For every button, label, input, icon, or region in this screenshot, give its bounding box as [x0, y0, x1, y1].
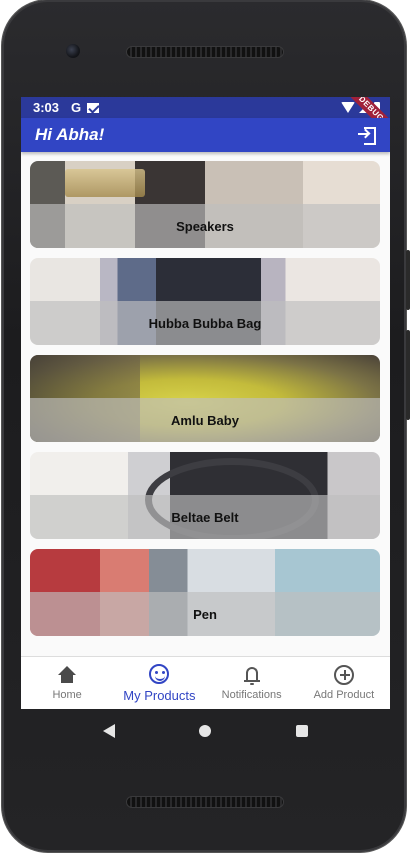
add-circle-icon [333, 665, 354, 685]
nav-label: Add Product [313, 689, 375, 701]
nav-label: My Products [123, 687, 196, 703]
smile-icon [149, 663, 170, 684]
front-camera [66, 44, 80, 58]
home-circle-icon[interactable] [199, 725, 212, 737]
power-button [406, 250, 410, 310]
product-name: Hubba Bubba Bag [30, 301, 380, 345]
nav-label: Home [52, 689, 82, 701]
product-list[interactable]: Speakers Hubba Bubba Bag Amlu Baby Belta… [21, 152, 390, 657]
app-bar: Hi Abha! [21, 118, 390, 152]
nav-label: Notifications [221, 689, 282, 701]
google-icon: G [71, 100, 82, 115]
bottom-navigation: Home My Products Notifications Add Produ… [21, 656, 390, 709]
system-navigation-bar [21, 709, 390, 753]
back-icon[interactable] [103, 724, 116, 738]
status-time: 3:03 [33, 100, 60, 115]
product-name: Beltae Belt [30, 495, 380, 539]
bottom-speaker [126, 796, 284, 808]
home-icon [57, 665, 77, 685]
logout-icon[interactable] [358, 125, 378, 145]
product-card-hubba-bubba-bag[interactable]: Hubba Bubba Bag [30, 258, 380, 345]
wifi-icon [341, 102, 355, 113]
mail-icon [87, 102, 100, 113]
nav-item-notifications[interactable]: Notifications [206, 657, 298, 709]
product-name: Speakers [30, 204, 380, 248]
product-card-amlu-baby[interactable]: Amlu Baby [30, 355, 380, 442]
status-bar: 3:03 G DEBUG [21, 97, 390, 138]
bell-icon [242, 665, 262, 685]
nav-item-add-product[interactable]: Add Product [298, 657, 390, 709]
product-card-beltae-belt[interactable]: Beltae Belt [30, 452, 380, 539]
nav-item-my-products[interactable]: My Products [113, 657, 205, 709]
nav-item-home[interactable]: Home [21, 657, 113, 709]
product-card-pen[interactable]: Pen [30, 549, 380, 636]
recents-icon[interactable] [295, 725, 308, 737]
volume-button [406, 330, 410, 420]
product-name: Pen [30, 592, 380, 636]
app-screen: 3:03 G DEBUG Hi Abha! Speakers [21, 97, 390, 709]
page-title: Hi Abha! [35, 125, 105, 144]
earpiece-speaker [126, 46, 284, 58]
product-card-speakers[interactable]: Speakers [30, 161, 380, 248]
product-name: Amlu Baby [30, 398, 380, 442]
